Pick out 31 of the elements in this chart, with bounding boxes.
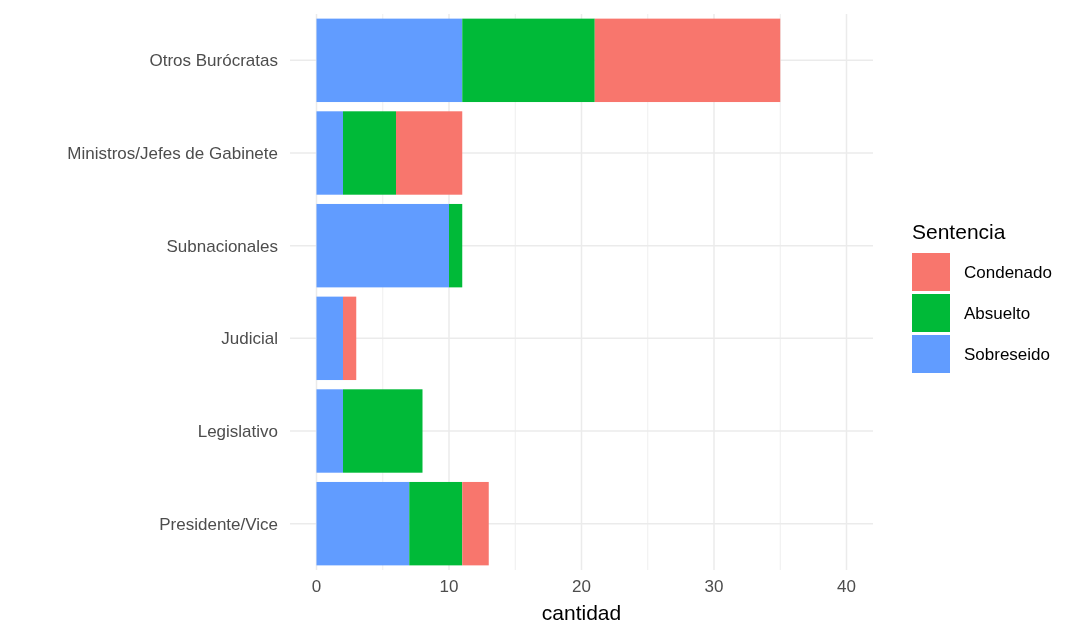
legend-label: Absuelto xyxy=(964,303,1031,323)
bar xyxy=(316,203,449,288)
x-tick-label: 0 xyxy=(311,577,322,596)
x-tick-label: 30 xyxy=(704,577,724,596)
bar xyxy=(316,18,463,103)
bar xyxy=(316,481,410,566)
bar xyxy=(462,481,489,566)
legend-title: Sentencia xyxy=(912,220,1006,243)
x-tick-label: 20 xyxy=(572,577,591,596)
bar xyxy=(343,296,357,381)
y-tick-label: Ministros/Jefes de Gabinete xyxy=(67,143,278,163)
bar xyxy=(462,18,595,103)
bar xyxy=(343,389,423,473)
bar xyxy=(316,296,343,381)
bar xyxy=(594,18,781,103)
y-tick-label: Judicial xyxy=(221,329,278,349)
y-tick-label: Legislativo xyxy=(197,421,278,441)
x-axis-title: cantidad xyxy=(541,601,622,624)
x-tick-label: 10 xyxy=(439,577,459,596)
legend-label: Sobreseido xyxy=(964,344,1051,364)
bar xyxy=(316,111,343,195)
bar xyxy=(449,203,463,288)
y-tick-label: Subnacionales xyxy=(166,236,278,256)
y-tick-label: Presidente/Vice xyxy=(159,514,278,534)
bar xyxy=(343,111,396,195)
x-tick-label: 40 xyxy=(837,577,856,596)
legend-label: Condenado xyxy=(964,262,1052,282)
y-tick-label: Otros Burócratas xyxy=(149,51,278,71)
bar xyxy=(316,389,343,473)
bar xyxy=(396,111,463,195)
bar xyxy=(409,481,463,566)
